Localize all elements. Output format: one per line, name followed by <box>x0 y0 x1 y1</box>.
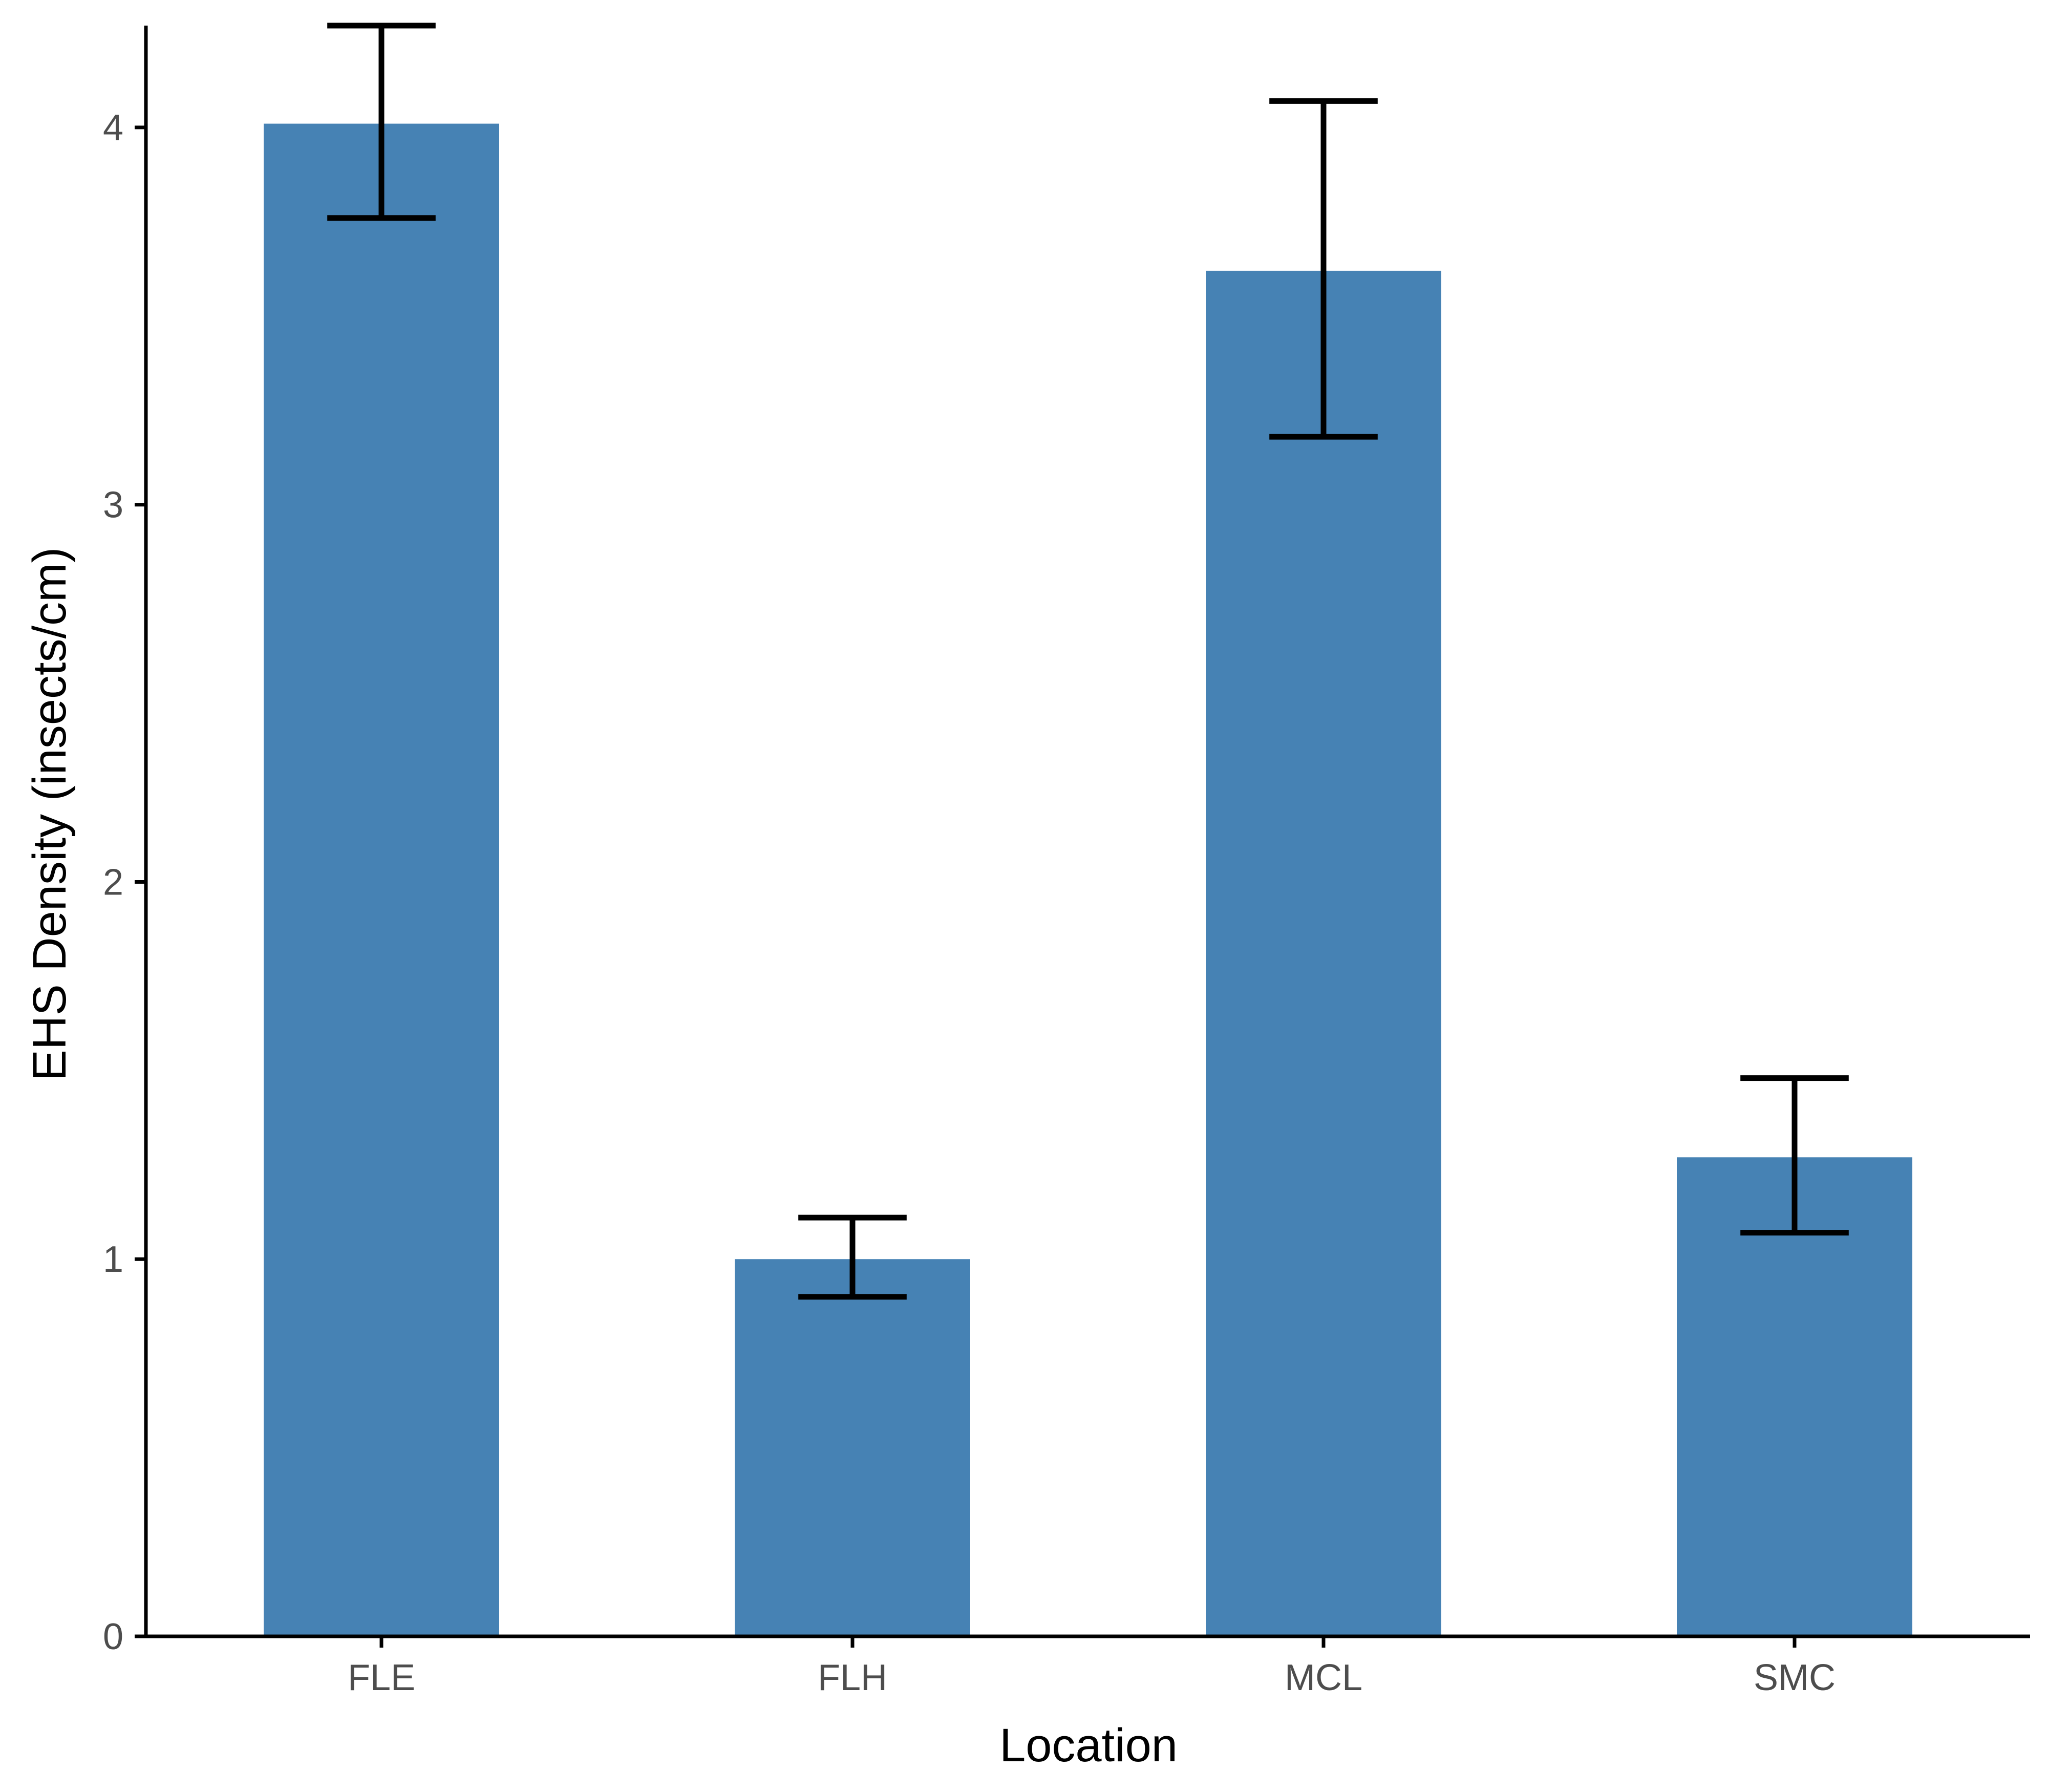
y-tick-label-4: 4 <box>103 108 123 148</box>
x-tick-label-mcl: MCL <box>1285 1657 1362 1698</box>
error-bar-smc <box>1740 1075 1849 1236</box>
axes-layer <box>135 26 2030 1648</box>
error-bar-flh <box>798 1214 907 1300</box>
error-bar-mcl <box>1269 98 1378 440</box>
error-bar-fle <box>327 23 436 221</box>
x-tick-label-smc: SMC <box>1754 1657 1836 1698</box>
labels-layer: Location EHS Density (insects/cm) 0 1 2 3 4 F… <box>24 108 1836 1772</box>
x-axis-title: Location <box>999 1719 1178 1772</box>
y-tick-label-0: 0 <box>103 1616 123 1657</box>
bars-layer <box>264 123 1912 1636</box>
y-tick-label-3: 3 <box>103 485 123 526</box>
bar-mcl <box>1206 270 1441 1636</box>
y-axis-title: EHS Density (insects/cm) <box>24 547 76 1081</box>
error-bars-layer <box>327 23 1849 1300</box>
x-tick-label-flh: FLH <box>818 1657 887 1698</box>
bar-smc <box>1677 1157 1912 1636</box>
bar-flh <box>735 1259 970 1636</box>
x-tick-label-fle: FLE <box>348 1657 415 1698</box>
y-tick-label-1: 1 <box>103 1239 123 1280</box>
y-tick-label-2: 2 <box>103 862 123 903</box>
bar-fle <box>264 123 499 1636</box>
